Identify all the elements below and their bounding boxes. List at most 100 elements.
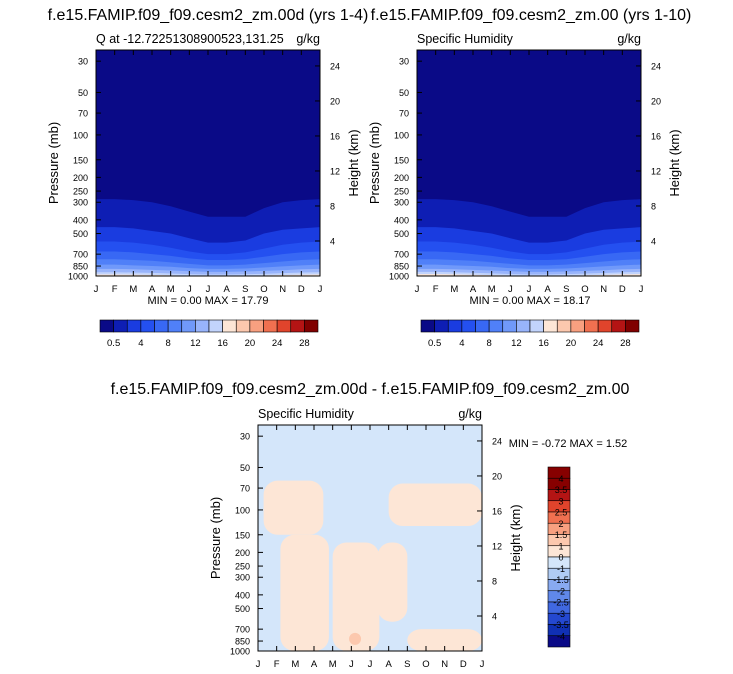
- colorbar-swatch: [434, 319, 449, 333]
- colorbar-swatch: [208, 319, 223, 333]
- positive-region-lower-right: [407, 629, 482, 651]
- y-tick-label: 70: [240, 484, 250, 494]
- y-tick-label: 500: [73, 229, 88, 239]
- y-tick-label: 200: [235, 548, 250, 558]
- y-tick-label: 700: [73, 250, 88, 260]
- x-tick-label: D: [619, 284, 626, 295]
- positive-region-left-column: [280, 534, 329, 651]
- y-tick-label: 50: [78, 88, 88, 98]
- y-tick-label-right: 12: [330, 166, 340, 176]
- y-tick-label: 100: [73, 130, 88, 140]
- colorbar-label: 12: [190, 338, 201, 349]
- y-tick-label: 400: [394, 215, 409, 225]
- colorbar-label: 2: [558, 519, 563, 529]
- colorbar-label: 1: [558, 541, 563, 551]
- x-tick-label: A: [385, 659, 392, 670]
- x-tick-label: O: [581, 284, 588, 295]
- colorbar-swatch: [611, 319, 626, 333]
- colorbar-label: 3.5: [555, 485, 568, 495]
- colorbar-swatch: [584, 319, 599, 333]
- panel-units: g/kg: [296, 32, 320, 46]
- colorbar-swatch: [597, 319, 613, 333]
- positive-region-right-column: [377, 542, 408, 622]
- y-tick-label-right: 4: [330, 236, 335, 246]
- y-tick-label-right: 20: [651, 96, 661, 106]
- y-tick-label: 250: [394, 187, 409, 197]
- x-tick-label: M: [450, 284, 458, 295]
- x-tick-label: A: [470, 284, 477, 295]
- colorbar-swatch: [516, 319, 531, 333]
- y-tick-label: 500: [394, 229, 409, 239]
- y-tick-label: 70: [399, 109, 409, 119]
- colorbar-label: 24: [272, 338, 283, 349]
- y-tick-label-right: 24: [330, 61, 340, 71]
- x-tick-label: S: [404, 659, 410, 670]
- colorbar-swatch: [222, 319, 237, 333]
- colorbar-label: 20: [245, 338, 256, 349]
- colorbar-label: -1: [557, 564, 565, 574]
- y-axis-label: Pressure (mb): [46, 122, 61, 204]
- y-tick-label: 50: [240, 463, 250, 473]
- x-tick-label: A: [311, 659, 318, 670]
- colorbar-label: 4: [558, 474, 563, 484]
- colorbar-label: 16: [538, 338, 549, 349]
- colorbar-swatch: [488, 319, 504, 333]
- colorbar: 43.53 2.521.51 0-1-1.5-2 -2.5-3-3.5-4: [547, 466, 571, 648]
- panel-yrs-1-4: f.e15.FAMIP.f09_f09.cesm2_zm.00d (yrs 1-…: [46, 7, 368, 349]
- y-tick-label-right: 8: [330, 201, 335, 211]
- plot-area: J F M A M J J A S O N D J305070100150200250300400500…: [68, 49, 340, 295]
- y-tick-label: 850: [394, 262, 409, 272]
- y-tick-label: 1000: [389, 272, 409, 282]
- plot-area: J F M A M J J A S O N D J305070100150200250300400500…: [230, 424, 502, 670]
- x-tick-label: N: [441, 659, 448, 670]
- x-tick-label: J: [256, 659, 261, 670]
- colorbar-swatch: [167, 319, 183, 333]
- y-tick-label: 1000: [68, 272, 88, 282]
- x-tick-label: J: [94, 284, 99, 295]
- panel-units: g/kg: [617, 32, 641, 46]
- y-tick-label: 30: [78, 57, 88, 67]
- y-tick-label: 150: [394, 155, 409, 165]
- y-tick-label-right: 12: [651, 166, 661, 176]
- colorbar-label: 2.5: [555, 508, 568, 518]
- panel-yrs-1-10: f.e15.FAMIP.f09_f09.cesm2_zm.00 (yrs 1-1…: [367, 7, 691, 349]
- colorbar-label: -4: [557, 631, 565, 641]
- panel-title: f.e15.FAMIP.f09_f09.cesm2_zm.00d - f.e15…: [111, 381, 630, 398]
- positive-region-upper-left: [263, 480, 324, 535]
- positive-region-middle: [332, 542, 380, 651]
- y-tick-label: 250: [73, 187, 88, 197]
- colorbar-swatch: [290, 319, 305, 333]
- colorbar-swatch: [543, 319, 558, 333]
- min-max-stats: MIN = 0.00 MAX = 17.79: [147, 295, 268, 307]
- y-axis-label-right: Height (km): [508, 504, 523, 571]
- colorbar-swatch: [140, 319, 155, 333]
- y-tick-label: 70: [78, 109, 88, 119]
- x-tick-label: J: [415, 284, 420, 295]
- y-tick-label: 400: [235, 590, 250, 600]
- x-tick-label: F: [433, 284, 439, 295]
- colorbar-swatch: [276, 319, 292, 333]
- y-tick-label: 300: [73, 198, 88, 208]
- colorbar-label: 16: [217, 338, 228, 349]
- colorbar-label: -3.5: [553, 620, 569, 630]
- colorbar-swatch: [304, 319, 319, 333]
- y-tick-label: 50: [399, 88, 409, 98]
- y-tick-label-right: 4: [492, 611, 497, 621]
- y-axis-label: Pressure (mb): [367, 122, 382, 204]
- min-max-stats: MIN = -0.72 MAX = 1.52: [509, 438, 628, 450]
- colorbar-swatch: [195, 319, 210, 333]
- x-tick-label: M: [167, 284, 175, 295]
- y-tick-label: 850: [73, 262, 88, 272]
- panel-subtitle-left: Specific Humidity: [417, 32, 514, 46]
- x-tick-label: J: [318, 284, 323, 295]
- x-tick-label: M: [129, 284, 137, 295]
- colorbar-label: 1.5: [555, 530, 568, 540]
- colorbar-label: -3: [557, 609, 565, 619]
- positive-region-upper-right: [388, 483, 482, 527]
- y-tick-label: 30: [240, 432, 250, 442]
- y-tick-label: 100: [235, 505, 250, 515]
- colorbar-label: -2: [557, 586, 565, 596]
- panel-subtitle-left: Q at -12.72251308900523,131.25: [96, 32, 284, 46]
- y-tick-label-right: 24: [492, 436, 502, 446]
